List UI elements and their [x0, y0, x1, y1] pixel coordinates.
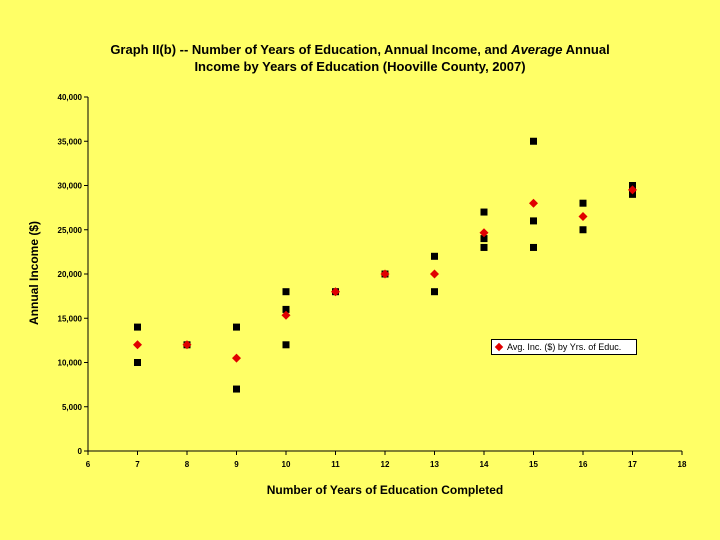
x-tick-label: 16	[579, 460, 588, 469]
y-axis-title: Annual Income ($)	[27, 221, 41, 325]
x-tick-label: 6	[86, 460, 91, 469]
x-tick-label: 13	[430, 460, 439, 469]
x-axis: 6 7 8 9 10 11 12 13 14 15 16 17 18	[86, 450, 687, 469]
income-point	[530, 243, 537, 251]
income-point	[233, 385, 240, 393]
x-tick-label: 17	[628, 460, 637, 469]
income-point	[480, 235, 488, 243]
income-point	[282, 305, 290, 313]
income-point	[431, 252, 438, 260]
average-income-points	[133, 185, 637, 363]
income-point	[282, 341, 290, 349]
y-tick-label: 35,000	[58, 137, 83, 146]
chart-title-line-2: Income by Years of Education (Hooville C…	[194, 59, 526, 74]
x-tick-label: 14	[480, 460, 489, 469]
y-tick-label: 25,000	[58, 226, 83, 235]
income-point	[233, 323, 240, 331]
x-tick-label: 9	[234, 460, 239, 469]
average-income-point	[133, 340, 142, 350]
x-axis-title: Number of Years of Education Completed	[267, 483, 503, 497]
x-tick-label: 11	[331, 460, 340, 469]
income-point	[431, 288, 438, 296]
title-part-b: Annual	[562, 42, 610, 57]
income-point	[134, 359, 141, 366]
y-tick-label: 10,000	[58, 359, 83, 368]
income-point	[134, 323, 141, 331]
y-tick-label: 20,000	[58, 270, 83, 279]
chart-title: Graph II(b) -- Number of Years of Educat…	[0, 41, 720, 75]
average-income-point	[380, 269, 390, 279]
average-income-point	[430, 269, 439, 279]
y-tick-label: 0	[78, 447, 83, 456]
x-tick-label: 7	[135, 460, 140, 469]
chart-title-line-1: Graph II(b) -- Number of Years of Educat…	[0, 41, 720, 58]
x-tick-label: 12	[381, 460, 390, 469]
title-part-average: Average	[511, 42, 563, 57]
y-axis: 0 5,000 10,000 15,000 20,000 25,000 30,000 35,0…	[58, 93, 89, 456]
x-tick-label: 10	[282, 460, 291, 469]
average-income-point	[578, 211, 588, 221]
y-tick-label: 15,000	[58, 314, 83, 323]
average-income-point	[232, 353, 241, 363]
income-point	[282, 288, 290, 296]
average-income-point	[628, 185, 637, 195]
legend-diamond-icon	[494, 342, 504, 352]
average-income-point	[331, 287, 340, 297]
legend-label: Avg. Inc. ($) by Yrs. of Educ.	[507, 342, 622, 352]
y-tick-label: 30,000	[58, 182, 83, 191]
title-part-a: Graph II(b) -- Number of Years of Educat…	[110, 42, 512, 57]
x-tick-label: 15	[529, 460, 538, 469]
average-income-point	[182, 340, 192, 350]
average-income-point	[479, 228, 489, 238]
average-income-point	[281, 310, 291, 320]
income-point	[579, 199, 587, 207]
y-tick-label: 5,000	[62, 403, 83, 412]
income-point	[480, 243, 488, 251]
income-point	[579, 226, 587, 234]
x-tick-label: 18	[678, 460, 687, 469]
income-point	[530, 217, 537, 225]
y-tick-label: 40,000	[58, 93, 83, 102]
average-income-point	[529, 198, 538, 208]
legend: Avg. Inc. ($) by Yrs. of Educ.	[491, 339, 637, 355]
income-point	[480, 208, 488, 216]
income-point	[530, 137, 537, 145]
x-tick-label: 8	[185, 460, 190, 469]
